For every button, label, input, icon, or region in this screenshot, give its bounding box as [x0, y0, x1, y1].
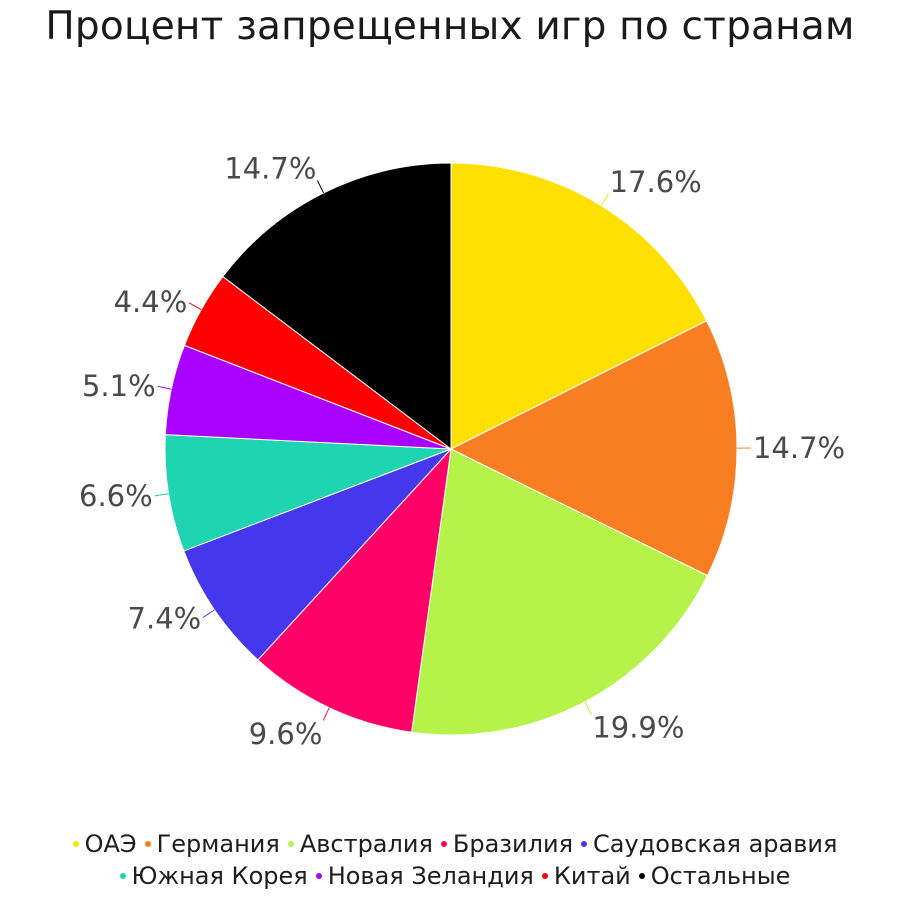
- legend-marker: [541, 873, 548, 879]
- data-label-1: 17.6%: [610, 165, 702, 199]
- data-label-9: 14.7%: [224, 152, 316, 186]
- chart-title: Процент запрещенных игр по странам: [45, 4, 855, 49]
- legend-marker: [119, 873, 126, 879]
- pie-slice-4: [257, 447, 452, 733]
- legend-label: Саудовская аравия: [593, 830, 838, 858]
- legend-item-5: Саудовская аравия: [581, 830, 837, 858]
- legend-item-7: Новая Зеландия: [315, 862, 534, 890]
- leader-line-8: [188, 302, 202, 311]
- legend-item-8: Китай: [541, 862, 631, 890]
- data-label-6: 6.6%: [79, 479, 153, 513]
- legend-marker: [144, 841, 151, 847]
- leader-line-6: [154, 493, 169, 497]
- data-label-3: 19.9%: [592, 710, 684, 744]
- leader-line-1: [600, 193, 609, 206]
- leader-line-5: [202, 609, 215, 619]
- legend-label: Остальные: [650, 862, 791, 890]
- leader-line-3: [584, 701, 592, 715]
- legend-label: Новая Зеландия: [327, 862, 534, 890]
- pie-slices: [164, 162, 738, 736]
- legend-label: ОАЭ: [84, 830, 137, 858]
- legend-marker: [72, 841, 79, 847]
- legend-item-9: Остальные: [638, 862, 791, 890]
- legend-item-1: ОАЭ: [72, 830, 137, 858]
- legend-marker: [440, 841, 447, 847]
- leader-line-9: [316, 180, 325, 194]
- pie-data-labels: 17.6% 14.7% 19.9% 9.6% 7.4% 6.6% 5.1% 4.4% 14.7%: [79, 152, 845, 751]
- leader-line-4: [322, 707, 330, 721]
- leader-line-7: [157, 385, 172, 390]
- legend-item-4: Бразилия: [440, 830, 574, 858]
- pie-slice-9: [222, 162, 452, 451]
- data-label-7: 5.1%: [82, 369, 156, 403]
- pie-slice-3: [411, 448, 709, 736]
- legend-label: Бразилия: [452, 830, 574, 858]
- legend-marker: [287, 841, 294, 847]
- legend-label: Южная Корея: [131, 862, 308, 890]
- data-label-5: 7.4%: [128, 602, 202, 636]
- legend-item-3: Австралия: [287, 830, 433, 858]
- legend-label: Австралия: [299, 830, 433, 858]
- legend-marker: [638, 873, 645, 879]
- legend-label: Китай: [553, 862, 631, 890]
- legend-label: Германия: [156, 830, 280, 858]
- legend-item-6: Южная Корея: [119, 862, 308, 890]
- data-label-2: 14.7%: [753, 431, 845, 465]
- legend: ОАЭ Германия Австралия Бразилия Саудовская а…: [40, 830, 870, 890]
- legend-marker: [581, 841, 588, 847]
- pie-slice-2: [449, 320, 738, 577]
- legend-marker: [315, 873, 322, 879]
- legend-item-2: Германия: [144, 830, 280, 858]
- pie-slice-6: [164, 434, 452, 552]
- label-leader-lines: [154, 180, 752, 721]
- data-label-4: 9.6%: [249, 717, 323, 751]
- pie-slice-1: [450, 162, 708, 450]
- data-label-8: 4.4%: [114, 285, 188, 319]
